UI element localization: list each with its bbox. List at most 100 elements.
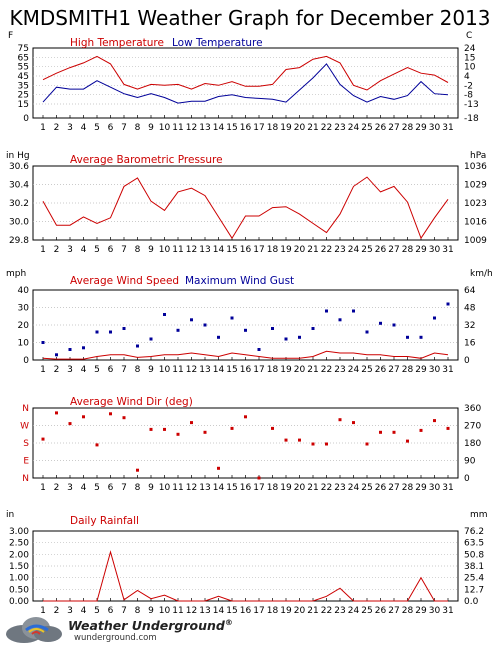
panel3-series-2-point bbox=[136, 344, 139, 348]
panel3-series-2-point bbox=[406, 335, 409, 339]
panel4-x-tick-label: 27 bbox=[388, 483, 399, 493]
panel3-left-tick-label: 0 bbox=[23, 356, 29, 366]
panel1-x-tick-label: 26 bbox=[375, 123, 387, 133]
panel4-x-tick-label: 9 bbox=[148, 483, 154, 493]
panel4-series-1-point bbox=[95, 443, 99, 447]
panel3-series-2-point bbox=[41, 341, 45, 344]
panel1-right-tick-label: 4 bbox=[464, 72, 470, 82]
panel1-x-tick-label: 29 bbox=[415, 123, 427, 133]
panel5-x-tick-label: 2 bbox=[54, 606, 60, 616]
panel4-series-1-point bbox=[338, 418, 342, 422]
panel3-x-tick-label: 20 bbox=[294, 365, 306, 375]
panel2-x-tick-label: 15 bbox=[226, 245, 237, 255]
panel5-right-tick-label: 63.5 bbox=[464, 539, 484, 549]
panel4-series-1-point bbox=[176, 432, 180, 436]
panel4-series-1-point bbox=[446, 426, 450, 430]
panel4-x-tick-label: 15 bbox=[226, 483, 237, 493]
panel5-x-tick-label: 1 bbox=[40, 606, 46, 616]
panel2-x-tick-label: 17 bbox=[253, 245, 264, 255]
panel4-right-tick-label: 180 bbox=[464, 439, 481, 449]
panel4-series-1-point bbox=[136, 468, 139, 472]
panel3-series-2-point bbox=[284, 337, 288, 341]
panel1-left-tick-label: 45 bbox=[18, 72, 29, 82]
panel5-right-tick-label: 50.8 bbox=[464, 550, 484, 560]
panel1-right-tick-label: 15 bbox=[464, 53, 475, 63]
panel3-x-tick-label: 5 bbox=[94, 365, 100, 375]
panel4-title: Average Wind Dir (deg) bbox=[70, 396, 193, 408]
panel5-left-tick-label: 0.50 bbox=[9, 585, 29, 595]
panel1-right-tick-label: -13 bbox=[464, 100, 479, 110]
panel3-left-tick-label: 30 bbox=[18, 304, 30, 314]
panel4-left-tick-label: S bbox=[23, 439, 29, 449]
panel2-left-tick-label: 30.4 bbox=[9, 181, 29, 191]
panel1-x-tick-label: 11 bbox=[172, 123, 183, 133]
panel2-x-tick-label: 20 bbox=[294, 245, 306, 255]
panel3-x-tick-label: 15 bbox=[226, 365, 237, 375]
panel5-x-tick-label: 11 bbox=[172, 606, 183, 616]
weather-underground-logo[interactable]: Weather Underground® wunderground.com bbox=[2, 614, 233, 644]
panel3-x-tick-label: 24 bbox=[348, 365, 360, 375]
panel3-series-2-point bbox=[325, 309, 328, 313]
panel3-x-tick-label: 8 bbox=[135, 365, 141, 375]
panel2-x-tick-label: 25 bbox=[361, 245, 372, 255]
cloud-logo-icon bbox=[6, 617, 62, 643]
panel1-x-tick-label: 8 bbox=[135, 123, 141, 133]
panel4-series-1-point bbox=[190, 421, 193, 425]
panel2-right-tick-label: 1029 bbox=[464, 181, 487, 191]
panel4-series-1-point bbox=[284, 438, 288, 442]
panel2-left-tick-label: 29.8 bbox=[9, 236, 29, 246]
panel3-legend-gust: Maximum Wind Gust bbox=[185, 275, 294, 287]
panel2-x-tick-label: 29 bbox=[415, 245, 427, 255]
panel2-x-tick-label: 8 bbox=[135, 245, 141, 255]
panel5-x-tick-label: 13 bbox=[199, 606, 210, 616]
panel4-x-tick-label: 26 bbox=[375, 483, 387, 493]
panel1-x-tick-label: 12 bbox=[186, 123, 197, 133]
panel1-right-tick-label: 10 bbox=[464, 63, 476, 73]
panel3-series-1-line bbox=[42, 350, 449, 360]
panel3-series-2-point bbox=[176, 328, 180, 332]
panel3-series-2-point bbox=[82, 346, 85, 350]
panel4-right-tick-label: 0 bbox=[464, 474, 470, 484]
panel3-right-unit: km/h bbox=[470, 269, 493, 279]
panel4-series-1-point bbox=[365, 442, 369, 446]
panel2-right-tick-label: 1016 bbox=[464, 218, 487, 228]
panel4-x-tick-label: 22 bbox=[321, 483, 332, 493]
panel4-series-1-point bbox=[217, 466, 220, 470]
panel3-x-tick-label: 1 bbox=[40, 365, 46, 375]
panel3-x-tick-label: 26 bbox=[375, 365, 387, 375]
panel3-series-2-point bbox=[311, 327, 315, 330]
panel4-series-1-point bbox=[392, 430, 396, 434]
panel3-x-tick-label: 11 bbox=[172, 365, 183, 375]
panel4-x-tick-label: 29 bbox=[415, 483, 427, 493]
panel2-x-tick-label: 10 bbox=[159, 245, 171, 255]
panel4-x-tick-label: 18 bbox=[267, 483, 279, 493]
panel4-left-tick-label: W bbox=[20, 422, 29, 432]
panel1-x-tick-label: 7 bbox=[121, 123, 127, 133]
panel5-x-tick-label: 3 bbox=[67, 606, 73, 616]
panel3-series-2-point bbox=[109, 330, 112, 334]
panel1-legend-low: Low Temperature bbox=[172, 37, 263, 49]
panel4-series-1-point bbox=[325, 442, 328, 446]
panel5-x-tick-label: 12 bbox=[186, 606, 197, 616]
panel2-x-tick-label: 11 bbox=[172, 245, 183, 255]
panel4-x-tick-label: 8 bbox=[135, 483, 141, 493]
panel4-series-1-point bbox=[379, 430, 382, 434]
panel2-x-tick-label: 16 bbox=[240, 245, 252, 255]
panel4-x-tick-label: 2 bbox=[54, 483, 60, 493]
panel5-x-tick-label: 27 bbox=[388, 606, 399, 616]
panel2-right-tick-label: 1036 bbox=[464, 162, 487, 172]
panel3-left-tick-label: 20 bbox=[18, 321, 30, 331]
panel4-x-tick-label: 25 bbox=[361, 483, 372, 493]
panel4-x-tick-label: 20 bbox=[294, 483, 306, 493]
panel1-x-tick-label: 9 bbox=[148, 123, 154, 133]
panel5-x-tick-label: 16 bbox=[240, 606, 252, 616]
panel2-x-tick-label: 13 bbox=[199, 245, 210, 255]
panel5-right-tick-label: 38.1 bbox=[464, 562, 484, 572]
panel4-series-1-point bbox=[149, 427, 153, 431]
panel5-x-tick-label: 28 bbox=[402, 606, 414, 616]
panel1-left-tick-label: 65 bbox=[18, 53, 29, 63]
panel5-right-tick-label: 12.7 bbox=[464, 585, 484, 595]
panel5-x-tick-label: 6 bbox=[108, 606, 114, 616]
panel5-left-tick-label: 2.50 bbox=[9, 539, 29, 549]
page-title: KMDSMITH1 Weather Graph for December 201… bbox=[9, 6, 491, 30]
